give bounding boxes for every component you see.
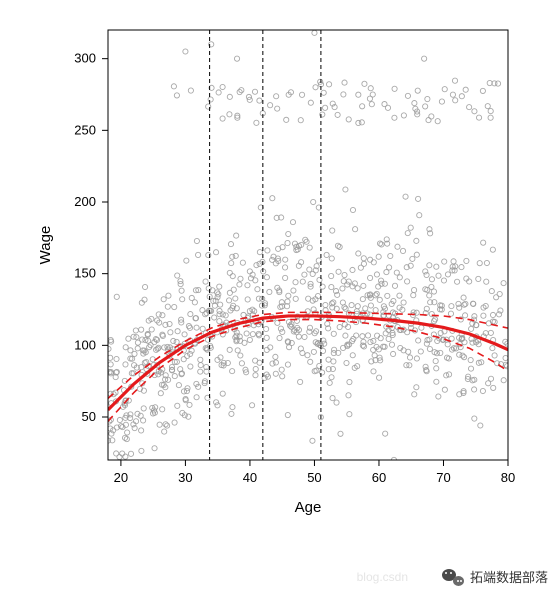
x-tick-label: 20 xyxy=(114,470,128,485)
brand-text: 拓端数据部落 xyxy=(470,567,548,586)
y-tick-label: 50 xyxy=(82,409,96,424)
y-tick-label: 300 xyxy=(74,51,96,66)
y-tick-label: 200 xyxy=(74,194,96,209)
x-tick-label: 30 xyxy=(178,470,192,485)
x-tick-label: 80 xyxy=(501,470,515,485)
y-tick-label: 100 xyxy=(74,337,96,352)
y-tick-label: 150 xyxy=(74,266,96,281)
y-tick-label: 250 xyxy=(74,122,96,137)
x-tick-label: 60 xyxy=(372,470,386,485)
wechat-icon xyxy=(442,568,464,586)
x-tick-label: 40 xyxy=(243,470,257,485)
x-tick-label: 70 xyxy=(436,470,450,485)
x-tick-label: 50 xyxy=(307,470,321,485)
watermark-text: blog.csdn xyxy=(357,570,408,584)
y-axis-label: Wage xyxy=(37,226,54,265)
wage-age-chart: 20 30 40 50 60 70 80 50 100 150 200 250 300 Age Wage xyxy=(0,0,560,560)
x-axis-label: Age xyxy=(295,499,322,516)
footer: blog.csdn 拓端数据部落 xyxy=(442,567,548,586)
